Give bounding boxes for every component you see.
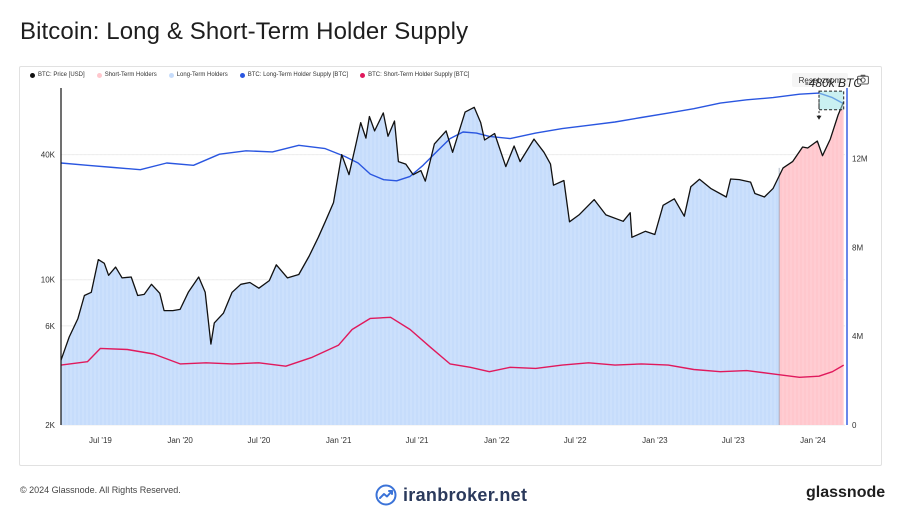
x-tick-label: Jul '19: [89, 436, 112, 445]
legend-item-price[interactable]: BTC: Price [USD]: [30, 72, 85, 78]
legend-dot-icon: [96, 72, 102, 78]
legend-label: Long-Term Holders: [176, 72, 228, 78]
annotation-arrowhead: [816, 115, 822, 120]
legend-item-lth[interactable]: Long-Term Holders: [168, 72, 228, 78]
legend-label: BTC: Price [USD]: [38, 72, 85, 78]
broker-text: iranbroker.net: [403, 484, 528, 505]
x-tick-label: Jan '21: [326, 436, 352, 445]
x-tick-label: Jul '22: [564, 436, 587, 445]
legend-label: Short-Term Holders: [104, 72, 157, 78]
annotation-label: -480k BTC: [805, 76, 863, 90]
x-tick-label: Jul '21: [406, 436, 429, 445]
x-tick-label: Jan '23: [642, 436, 668, 445]
annotation-box: [818, 90, 845, 111]
legend-label: BTC: Short-Term Holder Supply [BTC]: [368, 72, 470, 78]
legend-dot-icon: [30, 72, 35, 78]
legend-dot-icon: [168, 72, 174, 78]
supply-areas: [61, 92, 844, 426]
chart-legend: BTC: Price [USD] Short-Term Holders Long…: [30, 72, 469, 78]
brand-logo: glassnode: [806, 484, 886, 501]
camera-icon[interactable]: [857, 74, 869, 85]
broker-watermark: iranbroker.net: [375, 484, 527, 506]
y-right-tick-label: 4M: [852, 332, 863, 341]
annotation: -480k BTC: [805, 76, 863, 120]
legend-item-sth[interactable]: Short-Term Holders: [96, 72, 157, 78]
x-tick-label: Jan '20: [167, 436, 193, 445]
x-tick-label: Jan '22: [484, 436, 510, 445]
legend-item-sth-supply[interactable]: BTC: Short-Term Holder Supply [BTC]: [360, 72, 469, 78]
legend-dot-icon: [239, 72, 245, 78]
y-left-tick-label: 10K: [41, 276, 56, 285]
lth-area: [61, 107, 780, 426]
y-left-tick-label: 2K: [45, 421, 55, 430]
sth-area: [779, 101, 844, 425]
x-tick-label: Jul '23: [722, 436, 745, 445]
price-line: [60, 101, 845, 361]
y-right-tick-label: 12M: [852, 155, 868, 164]
series-lines: [60, 92, 845, 378]
chart-growth-icon: [375, 484, 397, 506]
axes: 2K 6K 10K 40K 0 4M 8M 12M Jul '19 Jan '20 Jul '20 J…: [41, 88, 868, 445]
legend-dot-icon: [360, 72, 366, 78]
reset-zoom-button[interactable]: Reset zoom: [792, 73, 848, 87]
x-tick-label: Jan '24: [800, 436, 826, 445]
legend-item-lth-supply[interactable]: BTC: Long-Term Holder Supply [BTC]: [239, 72, 349, 78]
y-right-tick-label: 8M: [852, 243, 863, 252]
footer-copyright: © 2024 Glassnode. All Rights Reserved.: [20, 485, 181, 495]
lth-supply-line: [60, 92, 845, 182]
x-tick-label: Jul '20: [248, 436, 271, 445]
page-title: Bitcoin: Long & Short-Term Holder Supply: [20, 18, 469, 45]
sth-supply-line: [60, 316, 845, 378]
y-left-tick-label: 6K: [45, 322, 55, 331]
y-right-tick-label: 0: [852, 421, 857, 430]
y-left-tick-label: 40K: [41, 151, 56, 160]
legend-label: BTC: Long-Term Holder Supply [BTC]: [247, 72, 349, 78]
